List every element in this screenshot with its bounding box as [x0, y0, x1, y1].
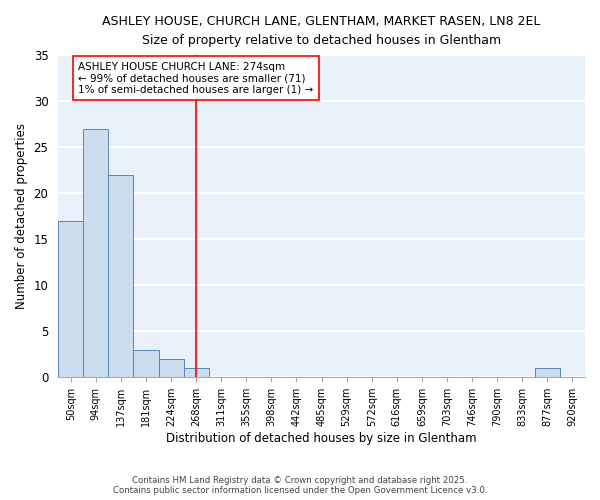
Title: ASHLEY HOUSE, CHURCH LANE, GLENTHAM, MARKET RASEN, LN8 2EL
Size of property rela: ASHLEY HOUSE, CHURCH LANE, GLENTHAM, MAR… — [103, 15, 541, 47]
Y-axis label: Number of detached properties: Number of detached properties — [15, 123, 28, 309]
X-axis label: Distribution of detached houses by size in Glentham: Distribution of detached houses by size … — [166, 432, 477, 445]
Bar — [184, 368, 209, 377]
Bar — [58, 221, 83, 377]
Bar — [133, 350, 158, 377]
Text: ASHLEY HOUSE CHURCH LANE: 274sqm
← 99% of detached houses are smaller (71)
1% of: ASHLEY HOUSE CHURCH LANE: 274sqm ← 99% o… — [78, 62, 313, 95]
Text: Contains HM Land Registry data © Crown copyright and database right 2025.
Contai: Contains HM Land Registry data © Crown c… — [113, 476, 487, 495]
Bar — [535, 368, 560, 377]
Bar — [109, 175, 133, 377]
Bar — [83, 128, 109, 377]
Bar — [158, 359, 184, 377]
